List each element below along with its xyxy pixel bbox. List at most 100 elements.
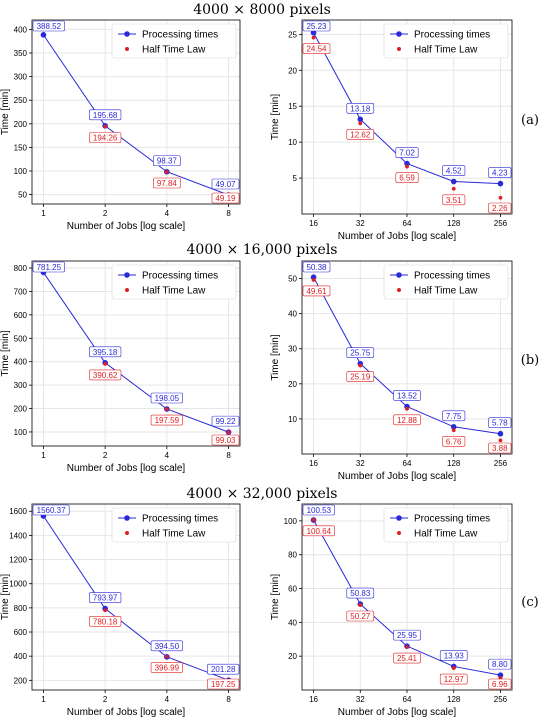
- legend-processing-marker: [396, 272, 402, 278]
- processing-point: [40, 32, 47, 38]
- y-tick-label: 200: [14, 405, 28, 414]
- half-time-data-label: 396.99: [155, 664, 180, 673]
- processing-data-label: 7.75: [446, 412, 462, 421]
- processing-data-label: 388.52: [37, 22, 62, 31]
- legend-box: [111, 264, 237, 300]
- half-time-point: [226, 430, 231, 435]
- y-tick-label: 400: [14, 652, 28, 661]
- x-tick-label: 128: [447, 695, 461, 704]
- series-processing-line: [43, 272, 229, 433]
- processing-data-label: 99.22: [215, 417, 236, 426]
- half-time-data-label-box: [211, 192, 240, 204]
- legend: Processing times Half Time Law: [383, 507, 509, 543]
- x-tick-label: 64: [403, 459, 412, 468]
- y-tick-label: 10: [288, 138, 297, 147]
- half-time-data-label: 780.18: [93, 617, 118, 626]
- half-time-data-label: 194.26: [93, 134, 118, 143]
- legend-processing-marker: [396, 515, 402, 521]
- processing-data-label: 394.50: [155, 642, 180, 651]
- processing-point: [404, 160, 410, 167]
- x-axis-label: Number of Jobs [log scale]: [67, 707, 186, 718]
- half-time-data-label: 99.03: [215, 436, 236, 445]
- half-time-data-label-box: [488, 202, 512, 214]
- y-tick-label: 200: [14, 120, 28, 129]
- section-title-b: 4000 × 16,000 pixels: [187, 242, 338, 258]
- y-tick-label: 250: [14, 96, 28, 105]
- legend-processing-marker: [396, 31, 402, 37]
- legend-processing-label: Processing times: [414, 514, 490, 525]
- half-time-data-label: 390.62: [93, 371, 118, 380]
- y-tick-label: 40: [288, 618, 297, 627]
- row-label-b: (b): [521, 353, 539, 368]
- processing-point: [497, 180, 504, 187]
- y-tick-label: 1000: [9, 580, 27, 589]
- half-time-data-label: 25.41: [397, 654, 418, 663]
- half-time-data-label-box: [488, 442, 512, 454]
- chart-4: 10 20 30 40 50 16 32 64 128 256 Number of Jobs [lo…: [270, 260, 513, 482]
- x-tick-label: 32: [356, 459, 365, 468]
- x-tick-label: 16: [309, 219, 318, 228]
- y-tick-label: 20: [288, 66, 297, 75]
- half-time-data-label-box: [393, 652, 421, 664]
- y-axis-label: Time [min]: [0, 330, 11, 377]
- y-axis-label: Time [min]: [0, 89, 11, 136]
- processing-data-label-box: [442, 410, 466, 422]
- x-tick-label: 64: [403, 219, 412, 228]
- legend: Processing times Half Time Law: [111, 264, 237, 300]
- x-tick-label: 256: [494, 459, 508, 468]
- row-label-a: (a): [521, 113, 539, 128]
- chart-6: 20 40 60 80 100 16 32 64 128 256 Number of Jobs [l…: [270, 503, 513, 718]
- processing-data-label: 50.38: [306, 263, 327, 272]
- x-tick-label: 4: [165, 695, 170, 704]
- half-time-point: [358, 121, 363, 126]
- processing-data-label: 395.18: [93, 348, 118, 357]
- half-time-data-label: 3.88: [492, 444, 508, 453]
- half-time-data-label-box: [395, 172, 419, 183]
- half-time-data-label: 12.97: [444, 675, 465, 684]
- processing-data-label: 7.02: [399, 149, 415, 158]
- half-time-point: [103, 608, 108, 613]
- processing-data-label-box: [488, 167, 512, 178]
- processing-data-label: 4.23: [492, 169, 508, 178]
- legend-box: [383, 264, 509, 300]
- processing-data-label-box: [302, 20, 331, 32]
- half-time-data-label: 100.64: [307, 527, 332, 536]
- half-time-data-label: 25.19: [350, 373, 371, 382]
- processing-data-label: 1560.37: [37, 506, 66, 515]
- legend-half-label: Half Time Law: [142, 529, 206, 540]
- y-tick-label: 50: [288, 275, 297, 284]
- processing-data-label-box: [150, 640, 183, 652]
- half-time-data-label-box: [346, 610, 375, 622]
- x-tick-label: 1: [41, 209, 46, 218]
- half-time-data-label: 12.88: [397, 416, 418, 425]
- x-tick-label: 2: [103, 209, 108, 218]
- x-tick-label: 4: [165, 209, 170, 218]
- y-tick-label: 300: [14, 73, 28, 82]
- legend-processing-label: Processing times: [414, 271, 490, 282]
- processing-data-label-box: [439, 650, 468, 661]
- y-tick-label: 1400: [9, 531, 27, 540]
- half-time-point: [405, 164, 409, 169]
- processing-data-label-box: [153, 155, 181, 167]
- legend-box: [111, 507, 237, 543]
- processing-data-label: 8.80: [492, 660, 508, 669]
- legend-half-marker: [125, 531, 129, 535]
- processing-data-label-box: [89, 346, 122, 358]
- x-tick-label: 128: [447, 219, 461, 228]
- legend-processing-marker: [124, 31, 130, 37]
- half-time-data-label-box: [89, 615, 122, 627]
- half-time-point: [311, 517, 316, 522]
- processing-data-label: 781.25: [37, 263, 62, 272]
- half-time-data-label-box: [89, 132, 122, 143]
- half-time-point: [358, 363, 363, 368]
- x-tick-label: 32: [356, 219, 365, 228]
- processing-data-label: 793.97: [93, 594, 118, 603]
- processing-data-label-box: [207, 663, 240, 675]
- half-time-data-label: 12.62: [350, 130, 371, 139]
- y-tick-label: 800: [14, 604, 28, 613]
- y-tick-label: 30: [288, 345, 297, 354]
- processing-data-label: 13.93: [444, 651, 465, 660]
- y-tick-label: 10: [288, 415, 297, 424]
- x-axis-label: Number of Jobs [log scale]: [67, 463, 186, 474]
